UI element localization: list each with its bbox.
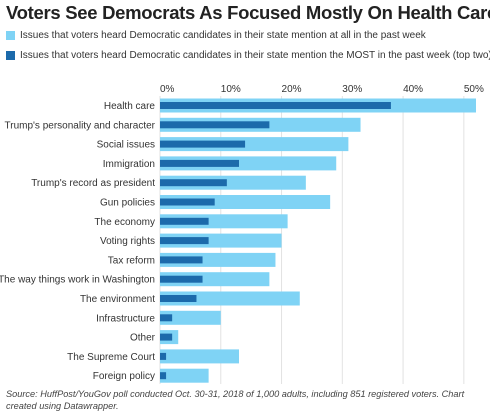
- bar-most-infrastructure: [160, 314, 173, 322]
- category-label-infrastructure: Infrastructure: [96, 313, 155, 324]
- bar-chart: 0% 10% 20% 30% 40% 50% Health care Trump's pers…: [0, 84, 484, 384]
- x-tick-label-50: 50%: [464, 84, 484, 95]
- x-tick-label-40: 40%: [403, 84, 423, 95]
- x-tick-label-0: 0%: [160, 84, 175, 95]
- category-label-the-supreme-court: The Supreme Court: [67, 352, 155, 363]
- category-label-trump-s-record-as-president: Trump's record as president: [31, 178, 155, 189]
- category-label-the-way-things-work-in-washington: The way things work in Washington: [0, 275, 155, 286]
- category-label-foreign-policy: Foreign policy: [93, 371, 155, 382]
- x-tick-label-30: 30%: [342, 84, 362, 95]
- category-label-social-issues: Social issues: [97, 140, 155, 151]
- bar-most-foreign-policy: [160, 372, 167, 380]
- legend-swatch-at-all: [6, 31, 15, 40]
- category-label-health-care: Health care: [104, 101, 156, 112]
- bar-at-all-infrastructure: [160, 310, 221, 325]
- bar-most-tax-reform: [160, 256, 203, 264]
- legend-swatch-most: [6, 51, 15, 60]
- bar-most-trump-s-record-as-president: [160, 179, 227, 187]
- x-tick-label-20: 20%: [282, 84, 302, 95]
- legend-item-at-all: Issues that voters heard Democratic cand…: [6, 30, 426, 41]
- bar-most-gun-policies: [160, 198, 215, 206]
- category-label-voting-rights: Voting rights: [100, 236, 155, 247]
- bar-most-immigration: [160, 159, 239, 167]
- x-tick-label-10: 10%: [221, 84, 241, 95]
- category-label-the-economy: The economy: [94, 217, 155, 228]
- legend-item-most: Issues that voters heard Democratic cand…: [6, 50, 490, 61]
- bar-most-health-care: [160, 102, 391, 109]
- category-label-tax-reform: Tax reform: [108, 255, 155, 266]
- bar-most-trump-s-personality-and-character: [160, 121, 270, 129]
- category-label-gun-policies: Gun policies: [100, 198, 155, 209]
- category-label-trump-s-personality-and-character: Trump's personality and character: [5, 120, 156, 131]
- legend-label-most: Issues that voters heard Democratic cand…: [20, 50, 490, 61]
- bar-most-voting-rights: [160, 237, 209, 245]
- chart-title: Voters See Democrats As Focused Mostly O…: [6, 2, 490, 23]
- category-label-immigration: Immigration: [103, 159, 155, 170]
- category-label-the-environment: The environment: [80, 294, 155, 305]
- bar-at-all-foreign-policy: [160, 368, 209, 383]
- bar-most-the-environment: [160, 295, 197, 302]
- bar-most-the-supreme-court: [160, 352, 167, 360]
- bar-most-the-economy: [160, 217, 209, 225]
- bar-at-all-the-supreme-court: [160, 349, 239, 364]
- legend-label-at-all: Issues that voters heard Democratic cand…: [20, 30, 426, 41]
- bar-most-the-way-things-work-in-washington: [160, 275, 203, 283]
- bar-most-social-issues: [160, 140, 246, 148]
- source-note: Source: HuffPost/YouGov poll conducted O…: [6, 389, 465, 411]
- bar-most-other: [160, 333, 173, 341]
- category-label-other: Other: [130, 333, 156, 344]
